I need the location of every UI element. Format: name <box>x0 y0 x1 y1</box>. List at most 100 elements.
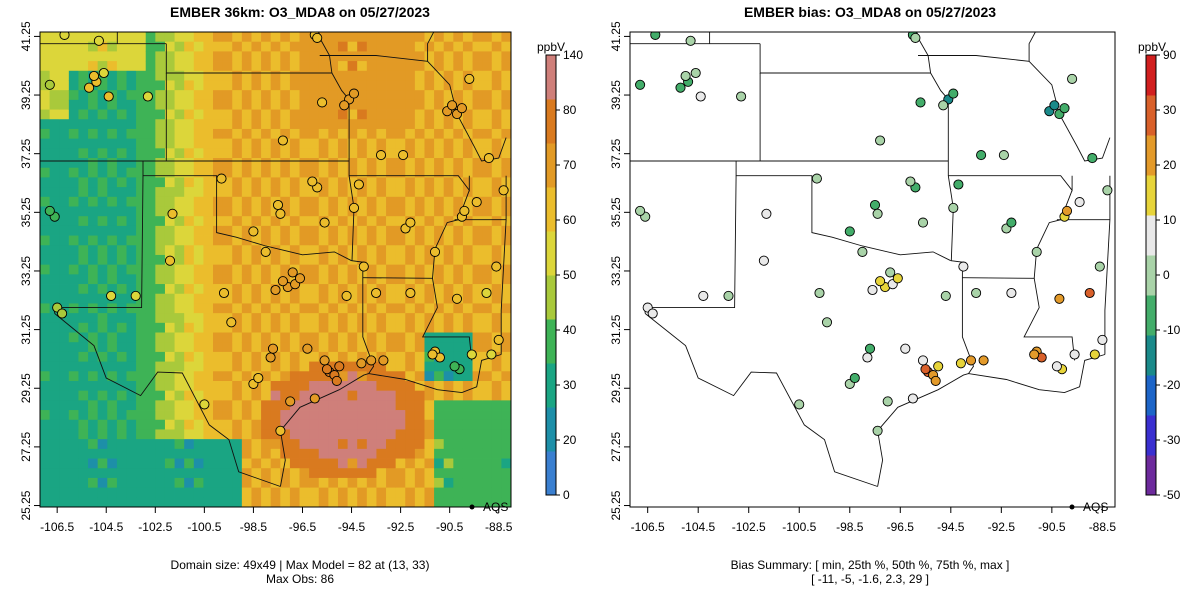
bias-colorbar-tick-label: 90 <box>1163 48 1177 62</box>
bias-station-marker <box>872 425 883 436</box>
bias-station-marker <box>892 273 903 284</box>
bias-station-marker <box>920 364 931 375</box>
bias-map-y-tick-label: 29.25 <box>609 373 623 403</box>
model-colorbar-tick-label: 70 <box>563 158 577 172</box>
bias-station-marker <box>647 308 658 319</box>
model-map-x-tick-label: -92.5 <box>387 520 415 534</box>
bias-station-marker <box>1097 334 1108 345</box>
bias-station-marker <box>917 217 929 228</box>
bias-station-marker <box>698 290 709 301</box>
aqs-station-marker <box>491 261 502 272</box>
model-map-y-tick-label: 39.25 <box>19 80 33 110</box>
aqs-station-marker <box>348 88 360 99</box>
aqs-legend-marker-right <box>1069 504 1075 510</box>
bias-station-marker <box>1006 287 1017 299</box>
model-colorbar-tick-label: 30 <box>563 378 577 392</box>
bias-station-marker <box>1094 261 1105 272</box>
bias-map-x-tick-label: -88.5 <box>1089 520 1117 534</box>
bias-station-marker <box>650 32 661 40</box>
aqs-station-marker <box>456 103 467 114</box>
bias-station-marker <box>758 255 769 266</box>
bias-station-marker <box>862 352 873 363</box>
left-colorbar-unit: ppbV <box>537 40 566 54</box>
aqs-legend-label-right: AQS <box>1083 500 1108 514</box>
bias-colorbar-tick-label: -20 <box>1163 378 1181 392</box>
aqs-station-marker <box>103 91 114 102</box>
bias-station-marker <box>695 91 706 102</box>
aqs-station-marker <box>447 100 458 111</box>
aqs-station-marker <box>369 22 378 31</box>
aqs-station-marker <box>321 364 333 375</box>
aqs-station-marker <box>493 334 504 345</box>
aqs-station-marker <box>260 246 271 257</box>
aqs-station-marker <box>356 358 367 369</box>
bias-map-x-tick-label: -104.5 <box>681 520 715 534</box>
model-map-frame <box>39 31 512 508</box>
model-map-y-tick-label: 31.25 <box>19 314 33 344</box>
left-footer-domain: Domain size: 49x49 | Max Model = 82 at (… <box>170 558 430 572</box>
bias-station-marker <box>882 396 893 407</box>
bias-colorbar-tick-label: 0 <box>1163 268 1170 282</box>
bias-station-marker <box>930 375 941 386</box>
model-map-y-tick-label: 33.25 <box>19 256 33 286</box>
bias-station-marker <box>955 358 966 369</box>
bias-station-marker <box>635 79 646 90</box>
aqs-station-marker <box>272 199 284 211</box>
aqs-station-marker <box>106 290 117 301</box>
bias-station-marker <box>821 317 833 328</box>
bias-station-marker <box>885 267 896 278</box>
bias-station-marker <box>976 150 987 161</box>
bias-station-marker <box>905 176 916 187</box>
bias-station-marker <box>875 135 886 146</box>
aqs-station-marker <box>375 150 387 161</box>
model-map-x-tick-label: -98.5 <box>240 520 268 534</box>
model-colorbar-tick-label: 140 <box>563 48 583 62</box>
model-map-y-tick-label: 35.25 <box>19 197 33 227</box>
aqs-station-marker <box>267 343 279 354</box>
bias-station-marker <box>1054 293 1065 304</box>
aqs-station-marker <box>429 246 441 257</box>
bias-station-marker <box>971 287 982 299</box>
aqs-station-marker <box>253 372 264 384</box>
aqs-station-marker <box>371 287 382 299</box>
bias-station-marker <box>635 205 646 216</box>
aqs-station-marker <box>248 226 259 237</box>
aqs-station-marker <box>483 153 494 164</box>
model-map-y-tick-label: 27.25 <box>19 432 33 462</box>
aqs-station-marker <box>130 290 141 301</box>
model-colorbar-tick-label: 80 <box>563 103 577 117</box>
bias-station-marker <box>969 22 978 31</box>
bias-station-marker <box>998 150 1009 161</box>
aqs-station-marker <box>277 276 288 287</box>
aqs-legend-marker-left <box>469 504 475 510</box>
model-colorbar-tick-label: 50 <box>563 268 577 282</box>
aqs-station-marker <box>319 355 330 366</box>
bias-map-y-tick-label: 39.25 <box>609 80 623 110</box>
bias-station-marker <box>917 355 929 366</box>
bias-station-marker <box>814 287 825 299</box>
bias-station-marker <box>915 97 926 108</box>
bias-station-marker <box>1084 287 1095 299</box>
aqs-station-marker <box>498 185 509 196</box>
aqs-station-marker <box>319 217 330 228</box>
bias-map-x-tick-label: -102.5 <box>732 520 766 534</box>
aqs-station-marker <box>59 32 70 40</box>
bias-colorbar-tick-label: 30 <box>1163 103 1177 117</box>
bias-station-marker <box>736 91 747 102</box>
bias-station-marker <box>940 290 951 301</box>
bias-station-marker <box>948 88 959 99</box>
model-map-panel: -106.5 -104.5 -102.5 -100.5 -98.5 -96.5 -94.5 -… <box>19 21 513 534</box>
bias-map-x-tick-label: -92.5 <box>988 520 1016 534</box>
bias-station-marker <box>685 35 696 46</box>
model-map-y-tick-label: 29.25 <box>19 373 33 403</box>
aqs-station-marker <box>265 352 276 363</box>
bias-station-marker <box>857 246 868 257</box>
bias-map-y-tick-label: 33.25 <box>609 256 623 286</box>
aqs-station-marker <box>57 308 68 319</box>
aqs-station-marker <box>471 197 482 208</box>
bias-map-x-tick-label: -90.5 <box>1038 520 1066 534</box>
bias-map-x-tick-label: -94.5 <box>937 520 965 534</box>
bias-station-marker <box>844 226 855 237</box>
aqs-station-marker <box>275 425 286 436</box>
model-map-y-tick-label: 25.25 <box>19 490 33 520</box>
